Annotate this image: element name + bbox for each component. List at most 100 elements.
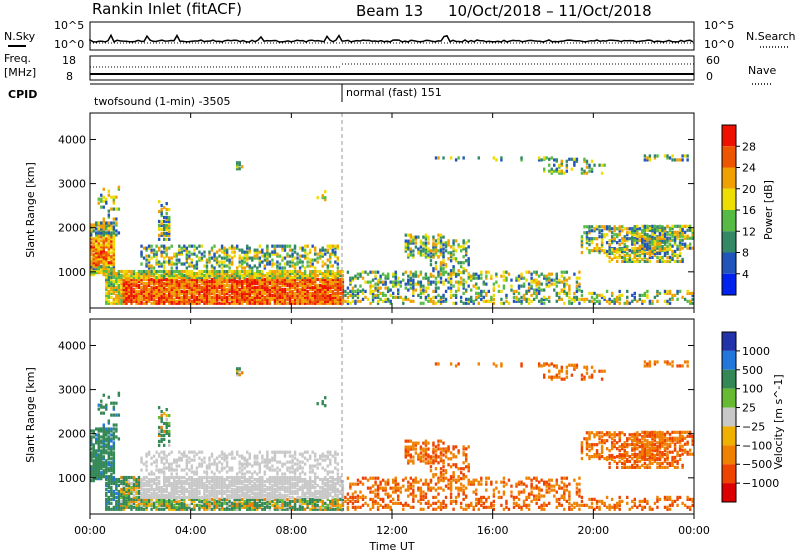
power-cell [210, 297, 214, 301]
power-cell [105, 295, 108, 299]
power-cell [155, 262, 158, 266]
power-cell [351, 289, 355, 293]
power-cell [241, 289, 244, 293]
power-cell [261, 254, 264, 258]
power-cell [190, 264, 194, 268]
power-cell [666, 255, 669, 260]
power-cell [178, 295, 181, 299]
power-cell [306, 297, 309, 301]
velocity-cell [117, 437, 121, 441]
power-cell [459, 261, 463, 265]
power-cell [618, 289, 621, 293]
power-cell [454, 158, 458, 162]
power-cell [90, 259, 93, 263]
power-cell [638, 246, 642, 250]
power-cell [243, 275, 246, 280]
power-cell [392, 291, 395, 295]
power-cell [301, 271, 304, 276]
power-cell [115, 281, 118, 286]
power-cell [588, 231, 591, 235]
power-cell [223, 277, 226, 282]
power-cell [641, 228, 644, 232]
power-cell [605, 233, 609, 237]
velocity-cell [107, 435, 111, 439]
velocity-cell [238, 485, 241, 490]
power-cell [125, 275, 128, 280]
power-cell [308, 299, 312, 303]
velocity-cell [205, 479, 209, 484]
power-cell [203, 279, 206, 284]
power-cell [550, 282, 553, 286]
velocity-cell [97, 403, 100, 407]
power-cell [147, 291, 151, 295]
power-cell [409, 249, 413, 253]
nave-tick-top: 60 [706, 54, 720, 67]
velocity-cell [246, 497, 249, 501]
power-cell [306, 289, 309, 293]
power-cell [482, 282, 485, 286]
velocity-cell [193, 479, 196, 484]
velocity-cell [253, 499, 256, 503]
power-cell [298, 260, 302, 264]
power-cell [520, 272, 523, 276]
power-cell [210, 271, 214, 276]
power-cell [324, 262, 327, 266]
velocity-cell [132, 485, 136, 490]
power-cell [112, 281, 116, 286]
power-cell [225, 275, 229, 280]
power-cell [563, 282, 566, 286]
velocity-cell [115, 485, 118, 490]
power-cell [102, 195, 105, 199]
power-cell [600, 239, 604, 243]
power-cell [392, 280, 395, 284]
power-cell [180, 295, 183, 299]
power-cell [354, 284, 357, 288]
power-cell [583, 169, 586, 173]
velocity-cell [120, 481, 123, 486]
power-cell [130, 297, 133, 301]
power-cell [276, 260, 279, 264]
power-cell [384, 297, 387, 301]
power-cell [319, 293, 322, 297]
power-cell [424, 241, 428, 245]
power-cell [233, 275, 236, 280]
power-cell [308, 283, 312, 288]
power-cell [281, 301, 284, 305]
power-cell [266, 291, 269, 295]
power-cell [258, 258, 262, 262]
power-cell [266, 293, 269, 297]
velocity-cell [241, 487, 244, 492]
power-cell [449, 251, 453, 255]
power-cell [190, 244, 194, 248]
power-cell [648, 249, 652, 254]
power-cell [673, 242, 677, 246]
power-cell [502, 301, 506, 305]
power-cell [268, 281, 272, 286]
velocity-cell [160, 497, 163, 501]
power-cell [605, 241, 609, 245]
power-cell [238, 260, 241, 264]
power-cell [454, 239, 458, 243]
power-cell [203, 293, 206, 297]
power-cell [313, 275, 317, 280]
velocity-cell [213, 493, 216, 498]
power-cell [638, 297, 642, 301]
power-cell [568, 284, 571, 288]
power-cell [585, 171, 589, 175]
power-cell [155, 260, 158, 264]
power-cell [112, 267, 116, 271]
power-cell [223, 291, 226, 295]
power-cell [162, 219, 166, 224]
power-cell [341, 299, 345, 303]
power-cell [102, 205, 105, 209]
power-cell [578, 276, 581, 280]
power-cell [424, 289, 428, 293]
velocity-cell [246, 501, 249, 505]
power-cell [321, 291, 324, 295]
power-cell [225, 295, 229, 299]
power-cell [638, 249, 642, 254]
power-cell [374, 295, 377, 299]
power-cell [636, 247, 639, 251]
power-cell [646, 251, 649, 256]
velocity-cell [162, 495, 166, 499]
